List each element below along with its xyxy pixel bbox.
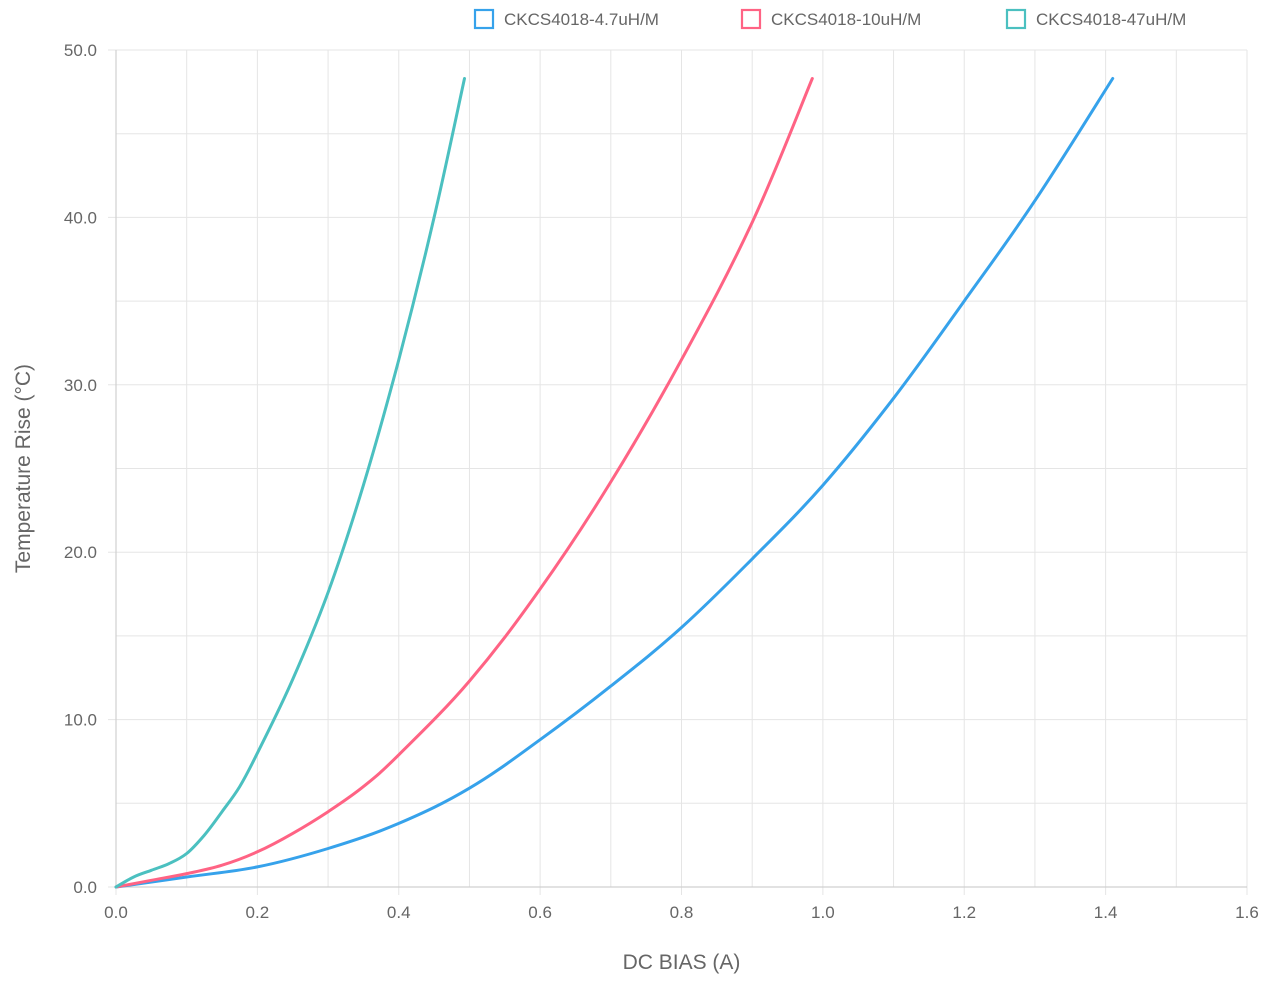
x-tick-label: 0.8 [670, 903, 694, 922]
legend-label: CKCS4018-10uH/M [771, 10, 921, 29]
x-tick-label: 1.0 [811, 903, 835, 922]
series-line-ckcs4018-47uh-m [114, 77, 466, 889]
x-axis-title: DC BIAS (A) [623, 951, 741, 974]
legend-swatch [473, 8, 495, 30]
y-tick-label: 10.0 [64, 711, 97, 730]
series-line-ckcs4018-10uh-m [114, 77, 814, 889]
x-tick-label: 0.0 [104, 903, 128, 922]
x-tick-label: 0.2 [246, 903, 270, 922]
legend-item[interactable]: CKCS4018-10uH/M [740, 8, 921, 30]
legend-label: CKCS4018-4.7uH/M [504, 10, 659, 29]
y-tick-label: 50.0 [64, 41, 97, 60]
x-tick-label: 0.4 [387, 903, 411, 922]
x-tick-label: 1.4 [1094, 903, 1118, 922]
series-lines [114, 77, 1115, 889]
legend-item[interactable]: CKCS4018-47uH/M [1005, 8, 1186, 30]
y-tick-label: 40.0 [64, 208, 97, 227]
legend: CKCS4018-4.7uH/M CKCS4018-10uH/M CKCS4018-… [473, 8, 1186, 30]
y-axis-title: Temperature Rise (°C) [12, 364, 35, 573]
legend-swatch [740, 8, 762, 30]
grid [108, 49, 1248, 895]
x-tick-label: 1.2 [952, 903, 976, 922]
legend-swatch [1005, 8, 1027, 30]
series-line-ckcs4018-4-7uh-m [114, 77, 1115, 889]
y-tick-label: 30.0 [64, 376, 97, 395]
y-tick-label: 0.0 [73, 878, 97, 897]
axes: 0.0 0.2 0.4 0.6 0.8 1.0 1.2 1.4 1.6 0.0 10.0 20.0 30… [64, 41, 1259, 922]
x-tick-label: 1.6 [1235, 903, 1259, 922]
legend-label: CKCS4018-47uH/M [1036, 10, 1186, 29]
legend-item[interactable]: CKCS4018-4.7uH/M [473, 8, 659, 30]
x-tick-label: 0.6 [528, 903, 552, 922]
y-tick-label: 20.0 [64, 543, 97, 562]
